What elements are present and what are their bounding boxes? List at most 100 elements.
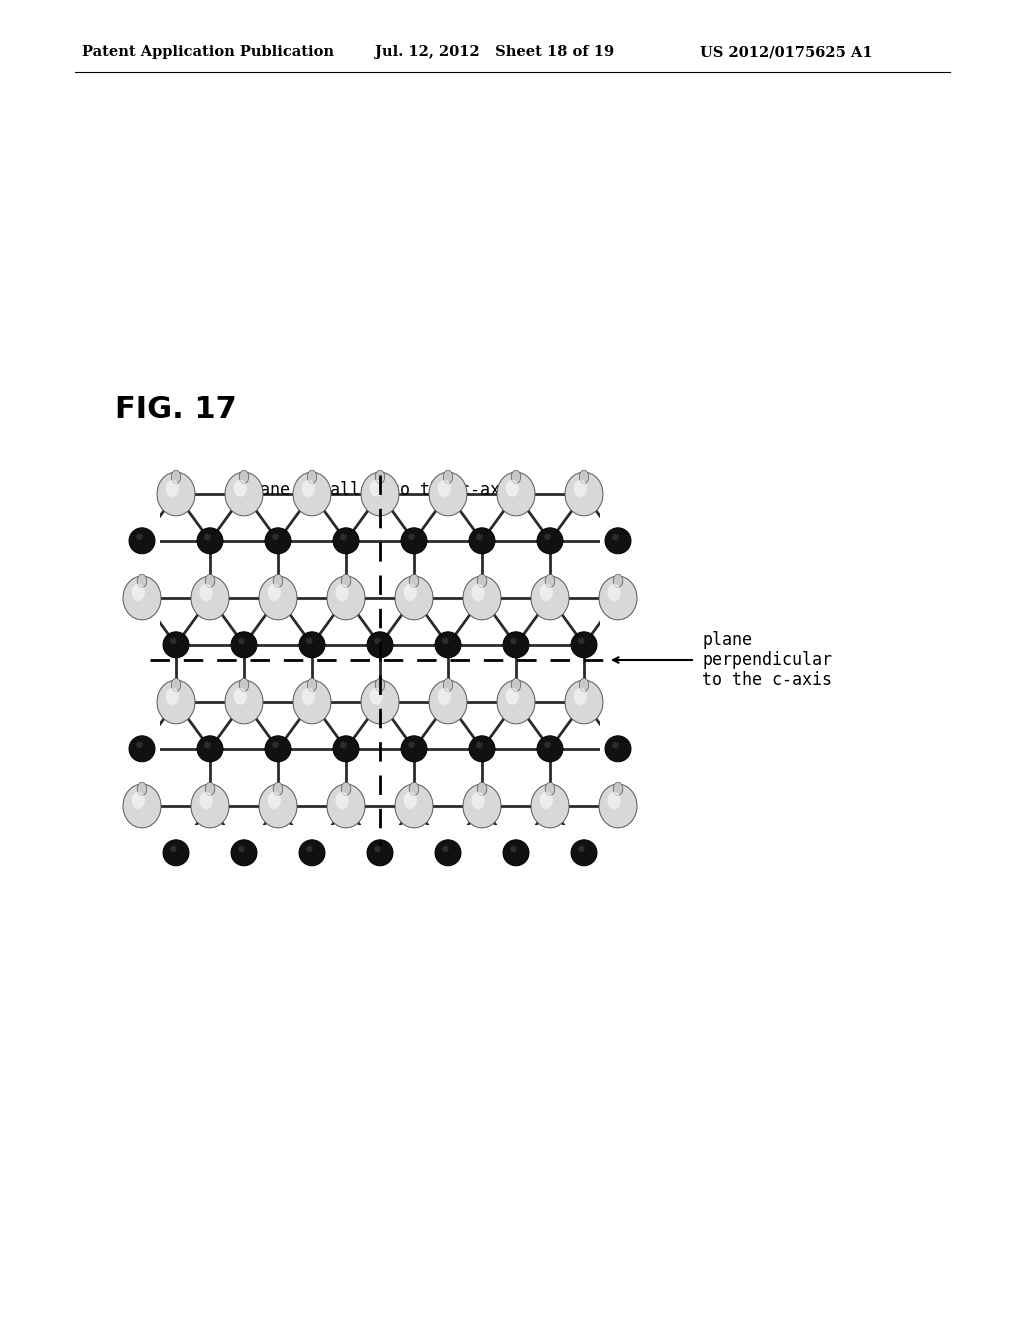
Ellipse shape <box>171 678 181 692</box>
Ellipse shape <box>340 533 347 540</box>
Ellipse shape <box>437 479 451 496</box>
Ellipse shape <box>239 638 245 644</box>
Ellipse shape <box>579 846 585 853</box>
Ellipse shape <box>544 533 551 540</box>
Ellipse shape <box>403 792 417 809</box>
Ellipse shape <box>265 735 291 762</box>
Ellipse shape <box>370 688 383 705</box>
Ellipse shape <box>409 533 415 540</box>
Ellipse shape <box>327 784 365 828</box>
Ellipse shape <box>599 576 637 620</box>
Ellipse shape <box>531 576 569 620</box>
Ellipse shape <box>545 783 555 796</box>
Ellipse shape <box>340 742 347 748</box>
Ellipse shape <box>599 784 637 828</box>
Ellipse shape <box>267 583 281 601</box>
Ellipse shape <box>333 528 359 554</box>
Ellipse shape <box>259 784 297 828</box>
Ellipse shape <box>197 735 223 762</box>
Ellipse shape <box>265 528 291 554</box>
Ellipse shape <box>435 840 461 866</box>
Ellipse shape <box>131 792 144 809</box>
Ellipse shape <box>463 784 501 828</box>
Ellipse shape <box>293 473 331 516</box>
Ellipse shape <box>571 840 597 866</box>
Ellipse shape <box>367 632 393 657</box>
Ellipse shape <box>571 632 597 657</box>
Ellipse shape <box>477 574 486 587</box>
Ellipse shape <box>361 473 399 516</box>
Text: plane parallel to the c-axis: plane parallel to the c-axis <box>240 480 520 499</box>
Ellipse shape <box>429 680 467 723</box>
Ellipse shape <box>497 680 535 723</box>
Ellipse shape <box>204 742 211 748</box>
Ellipse shape <box>565 680 603 723</box>
Text: Jul. 12, 2012   Sheet 18 of 19: Jul. 12, 2012 Sheet 18 of 19 <box>375 45 614 59</box>
Ellipse shape <box>333 735 359 762</box>
Text: perpendicular: perpendicular <box>702 651 831 669</box>
Ellipse shape <box>225 680 263 723</box>
Ellipse shape <box>506 479 519 496</box>
Ellipse shape <box>613 574 623 587</box>
Ellipse shape <box>537 528 563 554</box>
Ellipse shape <box>259 576 297 620</box>
Text: US 2012/0175625 A1: US 2012/0175625 A1 <box>700 45 872 59</box>
Ellipse shape <box>166 479 179 496</box>
Ellipse shape <box>272 742 279 748</box>
Ellipse shape <box>607 583 621 601</box>
Ellipse shape <box>497 473 535 516</box>
Ellipse shape <box>129 528 155 554</box>
Ellipse shape <box>607 792 621 809</box>
Ellipse shape <box>375 470 385 483</box>
Ellipse shape <box>395 576 433 620</box>
Ellipse shape <box>410 574 419 587</box>
Ellipse shape <box>197 528 223 554</box>
Ellipse shape <box>205 783 215 796</box>
Ellipse shape <box>163 632 189 657</box>
Ellipse shape <box>605 735 631 762</box>
Ellipse shape <box>273 574 283 587</box>
Ellipse shape <box>170 846 177 853</box>
Ellipse shape <box>435 632 461 657</box>
Ellipse shape <box>442 846 449 853</box>
Ellipse shape <box>613 783 623 796</box>
Ellipse shape <box>510 846 517 853</box>
Ellipse shape <box>437 688 451 705</box>
Ellipse shape <box>401 528 427 554</box>
Ellipse shape <box>476 533 482 540</box>
Ellipse shape <box>123 576 161 620</box>
Ellipse shape <box>443 678 453 692</box>
Ellipse shape <box>123 784 161 828</box>
Ellipse shape <box>307 470 316 483</box>
Ellipse shape <box>272 533 279 540</box>
Ellipse shape <box>375 678 385 692</box>
Ellipse shape <box>401 735 427 762</box>
Ellipse shape <box>510 638 517 644</box>
Ellipse shape <box>136 742 142 748</box>
Ellipse shape <box>336 792 349 809</box>
Ellipse shape <box>205 574 215 587</box>
Ellipse shape <box>273 783 283 796</box>
Ellipse shape <box>506 688 519 705</box>
Ellipse shape <box>503 632 529 657</box>
Ellipse shape <box>463 576 501 620</box>
Ellipse shape <box>293 680 331 723</box>
Ellipse shape <box>409 742 415 748</box>
Ellipse shape <box>267 792 281 809</box>
Ellipse shape <box>374 638 381 644</box>
Ellipse shape <box>477 783 486 796</box>
Ellipse shape <box>233 479 247 496</box>
Ellipse shape <box>540 792 553 809</box>
Ellipse shape <box>307 678 316 692</box>
Ellipse shape <box>131 583 144 601</box>
Ellipse shape <box>573 688 587 705</box>
Ellipse shape <box>612 533 618 540</box>
Ellipse shape <box>136 533 142 540</box>
Ellipse shape <box>166 688 179 705</box>
Ellipse shape <box>170 638 177 644</box>
Ellipse shape <box>299 840 325 866</box>
Text: to the c-axis: to the c-axis <box>702 671 831 689</box>
Text: FIG. 17: FIG. 17 <box>115 396 237 425</box>
Ellipse shape <box>605 528 631 554</box>
Ellipse shape <box>239 846 245 853</box>
